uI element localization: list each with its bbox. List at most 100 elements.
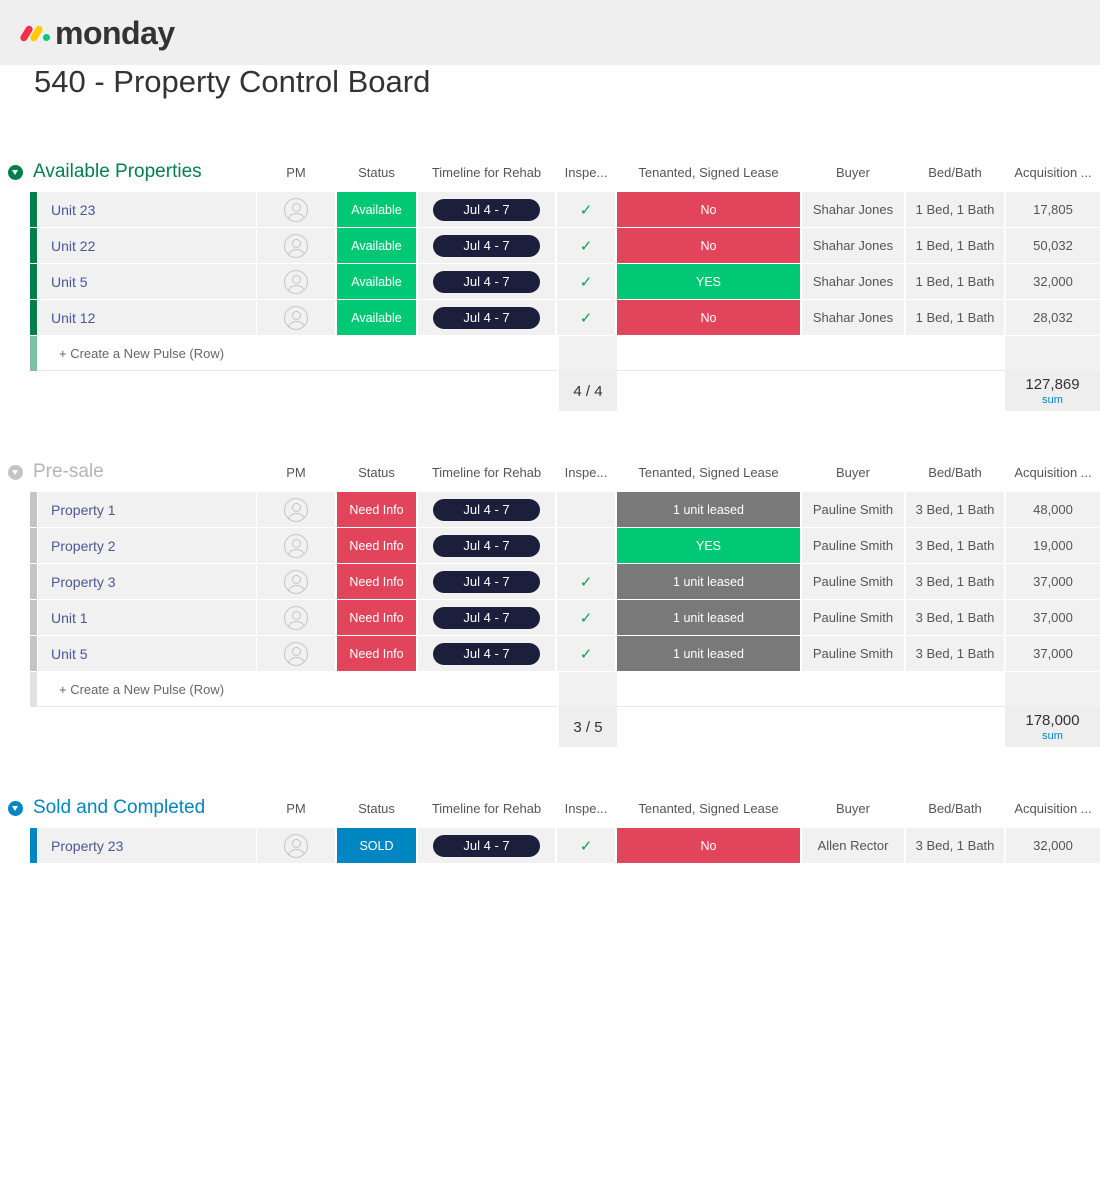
- lease-status-label[interactable]: 1 unit leased: [617, 492, 800, 527]
- pulse-name[interactable]: Property 1: [38, 492, 256, 527]
- person-avatar-icon[interactable]: [284, 497, 308, 522]
- cell-timeline[interactable]: Jul 4 - 7: [418, 264, 555, 299]
- cell-pm[interactable]: [257, 228, 335, 263]
- board-title[interactable]: 540 - Property Control Board: [34, 64, 431, 99]
- cell-buyer[interactable]: Shahar Jones: [802, 264, 904, 299]
- cell-bedbath[interactable]: 3 Bed, 1 Bath: [906, 828, 1004, 863]
- column-header[interactable]: Bed/Bath: [928, 801, 982, 816]
- column-header[interactable]: Timeline for Rehab: [431, 801, 542, 816]
- cell-buyer[interactable]: Pauline Smith: [802, 600, 904, 635]
- lease-status-label[interactable]: No: [617, 228, 800, 263]
- cell-bedbath[interactable]: 1 Bed, 1 Bath: [906, 192, 1004, 227]
- cell-timeline[interactable]: Jul 4 - 7: [418, 528, 555, 563]
- cell-pm[interactable]: [257, 828, 335, 863]
- cell-pm[interactable]: [257, 528, 335, 563]
- table-row[interactable]: Unit 23 Available Jul 4 - 7 ✓ No Shahar Jones…: [30, 192, 1100, 227]
- cell-buyer[interactable]: Shahar Jones: [802, 228, 904, 263]
- cell-acquisition[interactable]: 48,000: [1006, 492, 1100, 527]
- column-header[interactable]: Timeline for Rehab: [431, 465, 542, 480]
- column-header[interactable]: Acquisition ...: [1014, 465, 1092, 480]
- column-header[interactable]: Bed/Bath: [928, 165, 982, 180]
- create-pulse-button[interactable]: + Create a New Pulse (Row): [38, 336, 558, 371]
- cell-bedbath[interactable]: 3 Bed, 1 Bath: [906, 636, 1004, 671]
- cell-pm[interactable]: [257, 192, 335, 227]
- timeline-pill[interactable]: Jul 4 - 7: [433, 306, 540, 329]
- cell-pm[interactable]: [257, 636, 335, 671]
- cell-bedbath[interactable]: 1 Bed, 1 Bath: [906, 228, 1004, 263]
- column-header[interactable]: Buyer: [836, 801, 870, 816]
- column-header[interactable]: Status: [358, 165, 395, 180]
- cell-buyer[interactable]: Pauline Smith: [802, 564, 904, 599]
- table-row[interactable]: Unit 5 Need Info Jul 4 - 7 ✓ 1 unit leased Pa…: [30, 636, 1100, 671]
- cell-bedbath[interactable]: 1 Bed, 1 Bath: [906, 264, 1004, 299]
- table-row[interactable]: Property 1 Need Info Jul 4 - 7 1 unit lease…: [30, 492, 1100, 527]
- cell-timeline[interactable]: Jul 4 - 7: [418, 228, 555, 263]
- column-header[interactable]: Buyer: [836, 465, 870, 480]
- cell-inspection[interactable]: [557, 492, 615, 527]
- monday-logo[interactable]: monday: [19, 14, 175, 52]
- status-label[interactable]: Need Info: [337, 636, 416, 671]
- column-header[interactable]: Tenanted, Signed Lease: [638, 465, 779, 480]
- cell-acquisition[interactable]: 37,000: [1006, 636, 1100, 671]
- collapse-chevron-icon[interactable]: [8, 801, 23, 816]
- cell-buyer[interactable]: Pauline Smith: [802, 636, 904, 671]
- lease-status-label[interactable]: YES: [617, 528, 800, 563]
- lease-status-label[interactable]: 1 unit leased: [617, 600, 800, 635]
- table-row[interactable]: Property 23 SOLD Jul 4 - 7 ✓ No Allen Rector 3…: [30, 828, 1100, 863]
- column-header[interactable]: Inspe...: [564, 165, 608, 180]
- table-row[interactable]: Unit 12 Available Jul 4 - 7 ✓ No Shahar Jones…: [30, 300, 1100, 335]
- table-row[interactable]: Property 3 Need Info Jul 4 - 7 ✓ 1 unit leas…: [30, 564, 1100, 599]
- pulse-name[interactable]: Property 23: [38, 828, 256, 863]
- group-title[interactable]: Sold and Completed: [33, 797, 206, 818]
- lease-status-label[interactable]: No: [617, 300, 800, 335]
- timeline-pill[interactable]: Jul 4 - 7: [433, 234, 540, 257]
- column-header[interactable]: Acquisition ...: [1014, 801, 1092, 816]
- cell-acquisition[interactable]: 19,000: [1006, 528, 1100, 563]
- cell-inspection[interactable]: ✓: [557, 636, 615, 671]
- cell-acquisition[interactable]: 17,805: [1006, 192, 1100, 227]
- timeline-pill[interactable]: Jul 4 - 7: [433, 534, 540, 557]
- person-avatar-icon[interactable]: [284, 305, 308, 330]
- column-header[interactable]: Tenanted, Signed Lease: [638, 165, 779, 180]
- status-label[interactable]: SOLD: [337, 828, 416, 863]
- cell-buyer[interactable]: Shahar Jones: [802, 192, 904, 227]
- column-header[interactable]: Status: [358, 801, 395, 816]
- cell-acquisition[interactable]: 32,000: [1006, 828, 1100, 863]
- pulse-name[interactable]: Unit 1: [38, 600, 256, 635]
- cell-buyer[interactable]: Pauline Smith: [802, 528, 904, 563]
- status-label[interactable]: Need Info: [337, 528, 416, 563]
- status-label[interactable]: Need Info: [337, 564, 416, 599]
- cell-acquisition[interactable]: 37,000: [1006, 600, 1100, 635]
- cell-pm[interactable]: [257, 564, 335, 599]
- table-row[interactable]: Unit 1 Need Info Jul 4 - 7 ✓ 1 unit leased Pa…: [30, 600, 1100, 635]
- cell-acquisition[interactable]: 50,032: [1006, 228, 1100, 263]
- cell-buyer[interactable]: Allen Rector: [802, 828, 904, 863]
- lease-status-label[interactable]: 1 unit leased: [617, 564, 800, 599]
- cell-timeline[interactable]: Jul 4 - 7: [418, 564, 555, 599]
- timeline-pill[interactable]: Jul 4 - 7: [433, 498, 540, 521]
- person-avatar-icon[interactable]: [284, 533, 308, 558]
- lease-status-label[interactable]: No: [617, 192, 800, 227]
- cell-pm[interactable]: [257, 600, 335, 635]
- table-row[interactable]: Unit 5 Available Jul 4 - 7 ✓ YES Shahar Jones…: [30, 264, 1100, 299]
- cell-buyer[interactable]: Shahar Jones: [802, 300, 904, 335]
- person-avatar-icon[interactable]: [284, 233, 308, 258]
- timeline-pill[interactable]: Jul 4 - 7: [433, 198, 540, 221]
- lease-status-label[interactable]: YES: [617, 264, 800, 299]
- pulse-name[interactable]: Unit 23: [38, 192, 256, 227]
- cell-acquisition[interactable]: 28,032: [1006, 300, 1100, 335]
- cell-inspection[interactable]: ✓: [557, 192, 615, 227]
- status-label[interactable]: Available: [337, 192, 416, 227]
- cell-timeline[interactable]: Jul 4 - 7: [418, 492, 555, 527]
- cell-inspection[interactable]: [557, 528, 615, 563]
- status-label[interactable]: Need Info: [337, 600, 416, 635]
- cell-timeline[interactable]: Jul 4 - 7: [418, 636, 555, 671]
- timeline-pill[interactable]: Jul 4 - 7: [433, 570, 540, 593]
- cell-timeline[interactable]: Jul 4 - 7: [418, 300, 555, 335]
- cell-pm[interactable]: [257, 264, 335, 299]
- collapse-chevron-icon[interactable]: [8, 165, 23, 180]
- status-label[interactable]: Available: [337, 300, 416, 335]
- column-header[interactable]: Tenanted, Signed Lease: [638, 801, 779, 816]
- pulse-name[interactable]: Unit 12: [38, 300, 256, 335]
- pulse-name[interactable]: Property 2: [38, 528, 256, 563]
